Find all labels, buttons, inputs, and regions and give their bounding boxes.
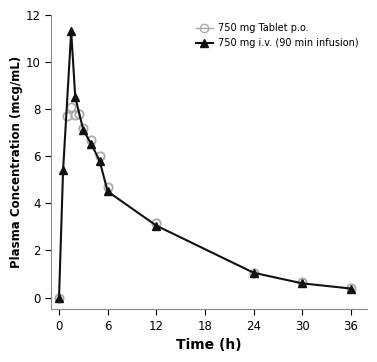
- Y-axis label: Plasma Concentration (mcg/mL): Plasma Concentration (mcg/mL): [10, 56, 23, 268]
- X-axis label: Time (h): Time (h): [176, 338, 242, 352]
- Legend: 750 mg Tablet p.o., 750 mg i.v. (90 min infusion): 750 mg Tablet p.o., 750 mg i.v. (90 min …: [192, 20, 362, 52]
